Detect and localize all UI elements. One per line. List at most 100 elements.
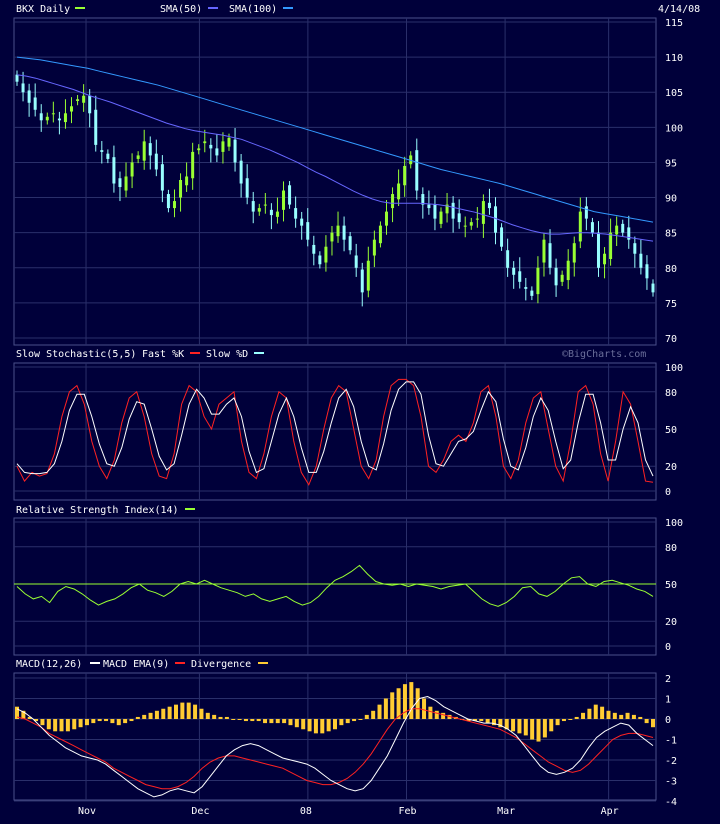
candle-body [639, 253, 643, 268]
legend-divergence: Divergence [191, 659, 251, 670]
divergence-bar [568, 719, 573, 720]
candle-body [590, 222, 594, 233]
divergence-bar [180, 702, 185, 719]
candle-body [439, 211, 443, 224]
y-tick-label-macd: -1 [665, 736, 677, 747]
divergence-bar [542, 719, 547, 738]
candle-body [633, 243, 637, 254]
divergence-bar [218, 716, 223, 719]
y-tick-label-rsi: 0 [665, 642, 671, 653]
divergence-bar [84, 719, 89, 726]
divergence-bar [498, 719, 503, 728]
legend-fast-k-swatch [190, 352, 200, 354]
y-tick-label-rsi: 100 [665, 518, 683, 529]
candle-body [384, 211, 388, 226]
legend-bkx-daily: BKX Daily [16, 4, 70, 15]
candle-body [596, 232, 600, 268]
candle-body [257, 208, 261, 212]
legend-divergence-swatch [258, 662, 268, 664]
candle-body [621, 223, 625, 233]
divergence-bar [555, 719, 560, 726]
candle-body [166, 194, 170, 209]
legend-macd-ema: MACD EMA(9) [103, 659, 169, 670]
y-tick-label-stochastic: 100 [665, 363, 683, 374]
divergence-bar [402, 684, 407, 719]
candle-body [433, 204, 437, 219]
divergence-bar [135, 716, 140, 719]
candle-body [609, 232, 613, 259]
divergence-bar [294, 719, 299, 728]
candle-body [191, 151, 195, 179]
y-tick-label-stochastic: 20 [665, 462, 677, 473]
candle-body [512, 267, 516, 275]
divergence-bar [174, 704, 178, 719]
legend-bkx-swatch [75, 7, 85, 9]
candle-body [403, 165, 407, 186]
y-tick-label-macd: 1 [665, 695, 671, 706]
candle-body [227, 137, 231, 147]
divergence-bar [339, 719, 344, 726]
candle-body [324, 246, 328, 263]
candle-body [294, 208, 298, 219]
candle-body [348, 236, 352, 251]
candle-body [179, 180, 183, 198]
candle-body [142, 141, 146, 161]
candle-body [481, 201, 485, 224]
candle-body [39, 113, 43, 121]
divergence-bar [536, 719, 541, 742]
y-tick-label-stochastic: 0 [665, 487, 671, 498]
divergence-bar [345, 719, 350, 724]
candle-body [312, 244, 316, 254]
divergence-bar [78, 719, 83, 728]
divergence-bar [307, 719, 312, 732]
candle-body [530, 290, 534, 296]
divergence-bar [651, 719, 655, 728]
candle-body [518, 271, 522, 282]
legend-macd: MACD(12,26) [16, 659, 82, 670]
divergence-bar [40, 719, 45, 726]
y-tick-label-macd: -2 [665, 756, 677, 767]
divergence-bar [212, 714, 217, 719]
divergence-bar [256, 719, 261, 722]
candle-body [63, 113, 67, 123]
divergence-bar [97, 719, 102, 722]
y-tick-label-rsi: 80 [665, 543, 677, 554]
candle-body [245, 178, 249, 198]
panel-border-rsi [13, 517, 657, 656]
chart-date: 4/14/08 [658, 4, 700, 15]
divergence-bar [313, 719, 318, 734]
divergence-bar [320, 719, 325, 734]
divergence-bar [142, 714, 147, 719]
divergence-bar [123, 719, 128, 724]
divergence-bar [383, 698, 388, 719]
divergence-bar [511, 719, 516, 732]
candle-body [572, 243, 576, 263]
legend-rsi-swatch [185, 508, 195, 510]
divergence-bar [333, 719, 337, 730]
candle-body [197, 148, 201, 151]
divergence-bar [638, 716, 643, 719]
divergence-bar [530, 719, 535, 740]
candle-body [427, 204, 431, 209]
divergence-bar [282, 719, 287, 724]
divergence-bar [581, 712, 586, 719]
legend-sma50: SMA(50) [160, 4, 202, 15]
candle-body [185, 176, 189, 186]
y-tick-label-price: 95 [665, 158, 677, 169]
divergence-bar [561, 719, 566, 722]
y-tick-label-price: 85 [665, 229, 677, 240]
panel-border-macd [13, 672, 657, 801]
candle-body [160, 164, 164, 191]
candle-body [524, 287, 528, 289]
candle-body [354, 255, 358, 268]
candle-body [584, 206, 588, 219]
y-tick-label-price: 115 [665, 18, 683, 29]
divergence-bar [154, 710, 159, 719]
y-tick-label-rsi: 20 [665, 617, 677, 628]
sma100-line [16, 56, 654, 223]
candle-body [360, 269, 364, 293]
candle-body [33, 97, 37, 110]
divergence-bar [415, 688, 420, 719]
candle-body [106, 153, 110, 159]
